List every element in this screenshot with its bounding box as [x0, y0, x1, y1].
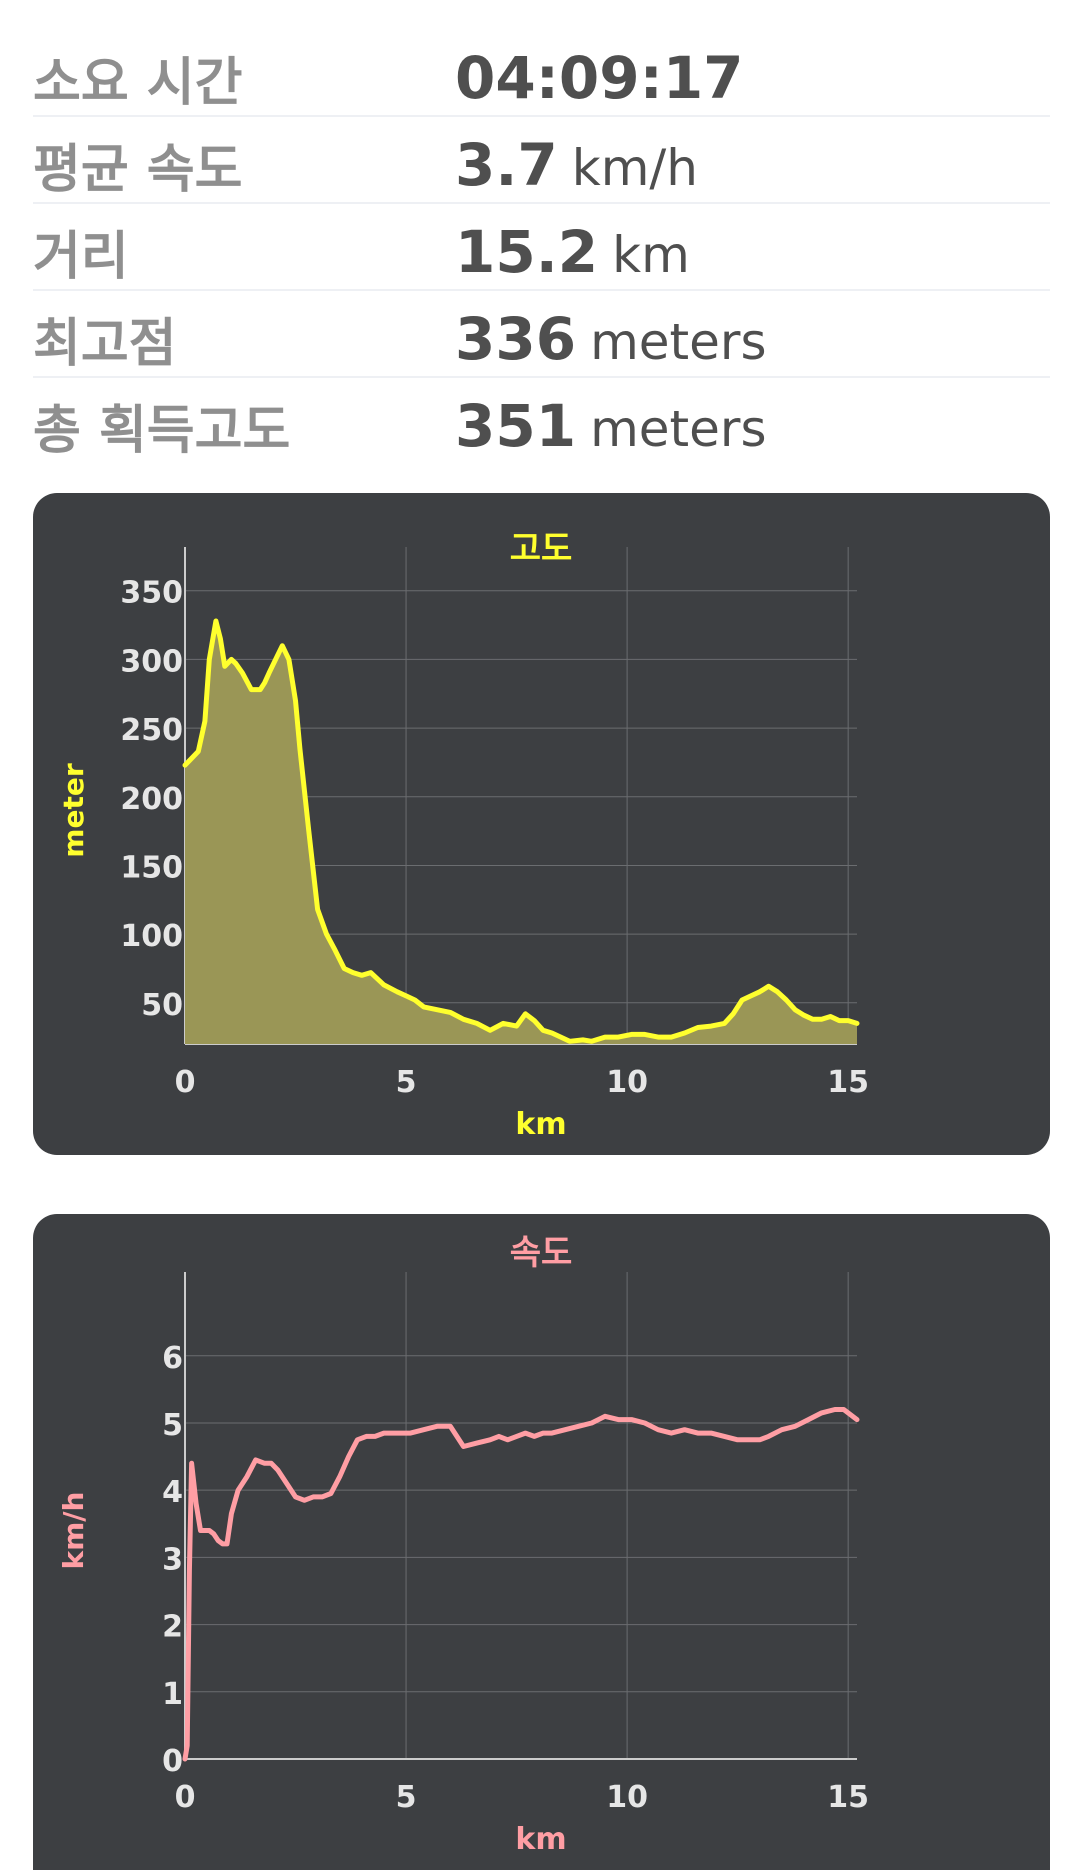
y-axis-label: km/h: [57, 1492, 90, 1570]
stat-unit: km: [612, 226, 690, 284]
y-axis-label: meter: [57, 763, 90, 858]
stat-unit: km/h: [571, 139, 698, 197]
stat-label: 최고점: [33, 314, 177, 374]
y-tick-label: 0: [162, 1744, 183, 1779]
stat-row-avg-speed: 평균 속도 3.7 km/h: [33, 117, 1050, 204]
y-tick-label: 200: [120, 782, 183, 817]
y-tick-label: 300: [120, 644, 183, 679]
y-tick-label: 4: [162, 1475, 183, 1510]
x-axis-label: km: [515, 1822, 566, 1857]
x-tick-label: 15: [827, 1065, 869, 1100]
x-tick-label: 0: [175, 1780, 196, 1815]
series-line: [182, 1407, 860, 1762]
stat-value: 336 meters: [455, 305, 767, 373]
y-tick-label: 1: [162, 1677, 183, 1712]
x-tick-label: 15: [827, 1780, 869, 1815]
stats-list: 소요 시간 04:09:17 평균 속도 3.7 km/h 거리 15.2 km 최…: [33, 30, 1050, 465]
stat-value: 04:09:17: [455, 44, 744, 112]
stat-label: 소요 시간: [33, 53, 243, 113]
y-tick-label: 100: [120, 919, 183, 954]
y-tick-label: 150: [120, 850, 183, 885]
stat-row-distance: 거리 15.2 km: [33, 204, 1050, 291]
y-tick-label: 3: [162, 1542, 183, 1577]
stat-row-duration: 소요 시간 04:09:17: [33, 30, 1050, 117]
stat-value: 351 meters: [455, 392, 767, 460]
y-tick-label: 2: [162, 1610, 183, 1645]
elevation-chart-card: 고도 50 100 150 200 250 300 350 0 5 10 15 km meter: [33, 493, 1050, 1155]
x-tick-label: 0: [175, 1065, 196, 1100]
y-tick-label: 250: [120, 713, 183, 748]
x-tick-label: 10: [606, 1065, 648, 1100]
series-line: [182, 618, 860, 1044]
x-tick-label: 5: [396, 1780, 417, 1815]
stat-label: 평균 속도: [33, 140, 243, 200]
y-tick-label: 350: [120, 576, 183, 611]
chart-title: 고도: [510, 529, 573, 569]
x-tick-label: 10: [606, 1780, 648, 1815]
y-tick-label: 50: [141, 988, 183, 1023]
stat-label: 총 획득고도: [33, 401, 291, 461]
stat-value: 3.7 km/h: [455, 131, 698, 199]
stat-unit: meters: [590, 313, 767, 371]
x-tick-label: 5: [396, 1065, 417, 1100]
stat-unit: meters: [590, 400, 767, 458]
y-tick-label: 6: [162, 1341, 183, 1376]
y-tick-label: 5: [162, 1408, 183, 1443]
elevation-chart: 고도 50 100 150 200 250 300 350 0 5 10 15 km meter: [57, 529, 869, 1142]
x-axis-label: km: [515, 1107, 566, 1142]
speed-chart: 속도 0 1 2 3 4 5 6 0 5 10 15 km km/h: [57, 1233, 869, 1857]
speed-chart-card: 속도 0 1 2 3 4 5 6 0 5 10 15 km km/h: [33, 1214, 1050, 1870]
area-fill: [185, 621, 857, 1044]
stat-value: 15.2 km: [455, 218, 690, 286]
stat-row-highest-point: 최고점 336 meters: [33, 291, 1050, 378]
chart-title: 속도: [510, 1233, 573, 1273]
stat-row-total-ascent: 총 획득고도 351 meters: [33, 378, 1050, 465]
stat-label: 거리: [33, 227, 129, 287]
